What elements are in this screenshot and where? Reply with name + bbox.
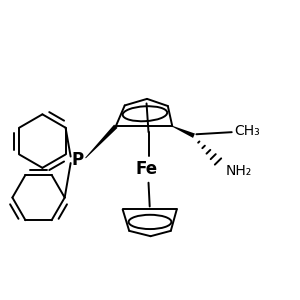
Polygon shape: [172, 126, 195, 138]
Text: NH₂: NH₂: [226, 164, 252, 178]
Text: P: P: [71, 151, 83, 169]
Text: CH₃: CH₃: [235, 124, 260, 138]
Text: Fe: Fe: [136, 160, 158, 178]
Polygon shape: [85, 124, 118, 158]
